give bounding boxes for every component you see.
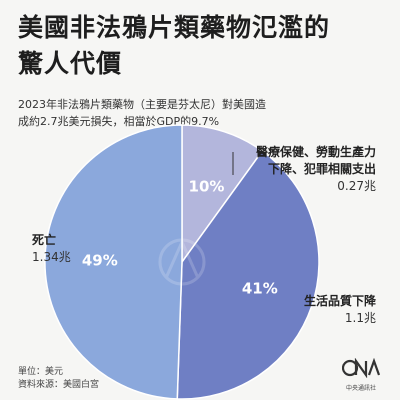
label-healthcare-name-2: 下降、犯罪相關支出 xyxy=(267,162,376,176)
subtitle-line-1: 2023年非法鴉片類藥物（主要是芬太尼）對美國造 xyxy=(18,98,266,111)
percent-labels-layer: 10% 41% 49% xyxy=(82,177,278,297)
slices-layer xyxy=(44,124,320,400)
label-healthcare-name-1: 醫療保健、勞動生產力 xyxy=(255,145,376,159)
label-death: 死亡 1.34兆 xyxy=(32,232,71,266)
watermark-logo xyxy=(158,238,206,286)
label-death-value: 1.34兆 xyxy=(32,250,71,264)
slice-healthcare xyxy=(181,124,264,265)
percent-label: 41% xyxy=(242,280,278,298)
unit-note: 單位：美元 xyxy=(18,367,64,377)
label-quality-of-life: 生活品質下降 1.1兆 xyxy=(294,293,376,327)
cna-logo-subtext: 中央通訊社 xyxy=(345,385,376,392)
label-healthcare: 醫療保健、勞動生產力 下降、犯罪相關支出 0.27兆 xyxy=(228,144,376,195)
percent-label: 49% xyxy=(82,252,118,270)
label-quality-of-life-name: 生活品質下降 xyxy=(303,294,376,308)
footer: 單位：美元 資料來源：美國白宮 xyxy=(18,366,99,392)
page-title: 美國非法鴉片類藥物氾濫的 驚人代價 xyxy=(18,10,388,82)
slice-quality-of-life xyxy=(176,149,320,400)
subtitle-line-2: 成約2.7兆美元損失，相當於GDP的9.7% xyxy=(18,115,220,128)
slice-death xyxy=(44,124,183,400)
title-line-2: 驚人代價 xyxy=(18,49,123,78)
label-death-name: 死亡 xyxy=(32,233,57,247)
percent-label: 10% xyxy=(189,177,225,195)
label-quality-of-life-value: 1.1兆 xyxy=(344,311,376,325)
title-line-1: 美國非法鴉片類藥物氾濫的 xyxy=(18,13,331,42)
subtitle: 2023年非法鴉片類藥物（主要是芬太尼）對美國造 成約2.7兆美元損失，相當於G… xyxy=(18,96,388,130)
cna-logo: 中央通訊社 xyxy=(341,357,381,392)
source-note: 資料來源：美國白宮 xyxy=(18,380,100,390)
label-healthcare-value: 0.27兆 xyxy=(337,179,376,193)
cna-logo-icon xyxy=(341,357,381,379)
